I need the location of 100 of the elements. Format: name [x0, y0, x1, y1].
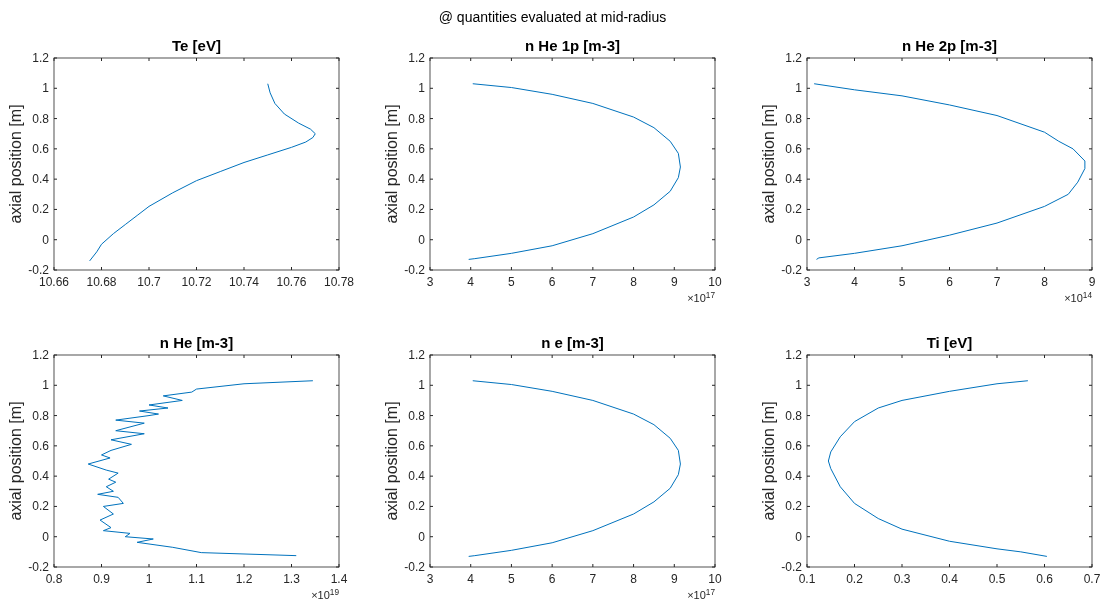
x-axis-title: ×10$^{17}$ — [687, 587, 716, 601]
y-tick-label: -0.2 — [404, 560, 426, 574]
y-tick-label: -0.2 — [404, 263, 426, 277]
x-tick-label: 0.9 — [93, 572, 111, 586]
x-tick-label: 4 — [851, 275, 859, 289]
y-axis-title: axial position [m] — [760, 401, 777, 521]
x-tick-label: 8 — [1041, 275, 1049, 289]
y-tick-label: 0 — [795, 529, 803, 544]
chart-title: Te [eV] — [172, 37, 221, 54]
x-tick-label: 10.78 — [323, 275, 355, 289]
y-tick-label: 1 — [42, 378, 50, 393]
y-tick-label: 0.6 — [32, 438, 50, 453]
text: @ quantities evaluated at mid-radius — [438, 9, 667, 25]
y-tick-label: 0 — [418, 529, 426, 544]
line-series — [87, 380, 314, 557]
x-tick-label: 10.7 — [137, 275, 161, 289]
x-tick-label: 0.5 — [988, 572, 1006, 586]
x-tick-label: 6 — [548, 572, 556, 586]
y-tick-label: 1.2 — [32, 348, 50, 362]
line-series — [813, 83, 1086, 260]
x-tick-label: 10.76 — [276, 275, 307, 289]
chart-title: Ti [eV] — [926, 334, 973, 351]
y-tick-label: 0.4 — [32, 172, 50, 187]
y-tick-label: 0.4 — [785, 469, 803, 484]
x-axis-title: ×10$^{17}$ — [687, 290, 716, 304]
x-axis-title: ×10$^{19}$ — [311, 587, 340, 601]
x-tick-label: 0.4 — [941, 572, 959, 586]
x-tick-label: 4 — [467, 572, 475, 586]
x-tick-label: 0.6 — [1036, 572, 1054, 586]
x-tick-label: 9 — [670, 275, 678, 289]
y-tick-label: 0.4 — [408, 469, 426, 484]
y-tick-label: 1 — [418, 378, 426, 393]
y-tick-label: 0 — [795, 232, 803, 247]
y-tick-label: 0.2 — [408, 499, 426, 514]
x-tick-label: 8 — [630, 572, 638, 586]
x-tick-label: 1.2 — [235, 572, 253, 586]
x-tick-label: 3 — [426, 275, 434, 289]
y-axis-title: axial position [m] — [383, 104, 400, 224]
x-axis-title: ×10$^{14}$ — [1064, 290, 1093, 304]
x-tick-label: 5 — [898, 275, 906, 289]
x-tick-label: 1.4 — [330, 572, 348, 586]
line-series — [827, 380, 1048, 557]
x-tick-label: 7 — [589, 572, 597, 586]
y-tick-label: -0.2 — [28, 263, 50, 277]
chart-title: n He 1p [m-3] — [524, 37, 621, 54]
x-tick-label: 0.7 — [1083, 572, 1101, 586]
x-tick-label: 10 — [708, 572, 722, 586]
y-tick-label: 0 — [42, 529, 50, 544]
x-tick-label: 6 — [946, 275, 954, 289]
y-tick-label: 0.8 — [785, 111, 803, 126]
y-tick-label: 0.6 — [785, 141, 803, 156]
y-tick-label: -0.2 — [781, 560, 803, 574]
y-tick-label: 0.2 — [785, 499, 803, 514]
line-series — [468, 380, 681, 557]
y-tick-label: 0.6 — [408, 438, 426, 453]
y-tick-label: 0.6 — [408, 141, 426, 156]
x-tick-label: 0.3 — [893, 572, 911, 586]
y-tick-label: 1 — [795, 81, 803, 96]
x-tick-label: 7 — [589, 275, 597, 289]
x-tick-label: 0.2 — [846, 572, 864, 586]
x-tick-label: 5 — [508, 572, 516, 586]
y-tick-label: 1.2 — [785, 51, 803, 65]
y-tick-label: 1.2 — [408, 51, 426, 65]
y-tick-label: 1.2 — [785, 348, 803, 362]
y-tick-label: 0.8 — [408, 111, 426, 126]
y-tick-label: 1 — [42, 81, 50, 96]
x-tick-label: 1.1 — [188, 572, 206, 586]
y-tick-label: 0.4 — [785, 172, 803, 187]
x-tick-label: 3 — [426, 572, 434, 586]
x-tick-label: 6 — [548, 275, 556, 289]
y-axis-title: axial position [m] — [383, 401, 400, 521]
y-tick-label: -0.2 — [781, 263, 803, 277]
x-tick-label: 9 — [1088, 275, 1096, 289]
x-tick-label: 8 — [630, 275, 638, 289]
x-tick-label: 7 — [993, 275, 1001, 289]
y-tick-label: 0.8 — [32, 111, 50, 126]
y-tick-label: 0.2 — [32, 499, 50, 514]
y-tick-label: -0.2 — [28, 560, 50, 574]
x-tick-label: 10 — [708, 275, 722, 289]
chart-title: n He [m-3] — [159, 334, 234, 351]
x-tick-label: 10.66 — [38, 275, 70, 289]
x-tick-label: 1.3 — [283, 572, 301, 586]
y-tick-label: 0 — [418, 232, 426, 247]
x-tick-label: 0.1 — [798, 572, 816, 586]
y-tick-label: 0.2 — [785, 202, 803, 217]
y-tick-label: 0.4 — [32, 469, 50, 484]
y-tick-label: 0.6 — [785, 438, 803, 453]
y-axis-title: axial position [m] — [7, 104, 24, 224]
x-tick-label: 3 — [803, 275, 811, 289]
y-tick-label: 1 — [418, 81, 426, 96]
y-tick-label: 0.6 — [32, 141, 50, 156]
y-tick-label: 0 — [42, 232, 50, 247]
y-tick-label: 0.2 — [32, 202, 50, 217]
y-tick-label: 1 — [795, 378, 803, 393]
line-series — [468, 83, 681, 260]
x-tick-label: 1 — [145, 572, 153, 586]
chart-title: n He 2p [m-3] — [901, 37, 998, 54]
y-tick-label: 1.2 — [32, 51, 50, 65]
x-tick-label: 5 — [508, 275, 516, 289]
x-tick-label: 9 — [670, 572, 678, 586]
